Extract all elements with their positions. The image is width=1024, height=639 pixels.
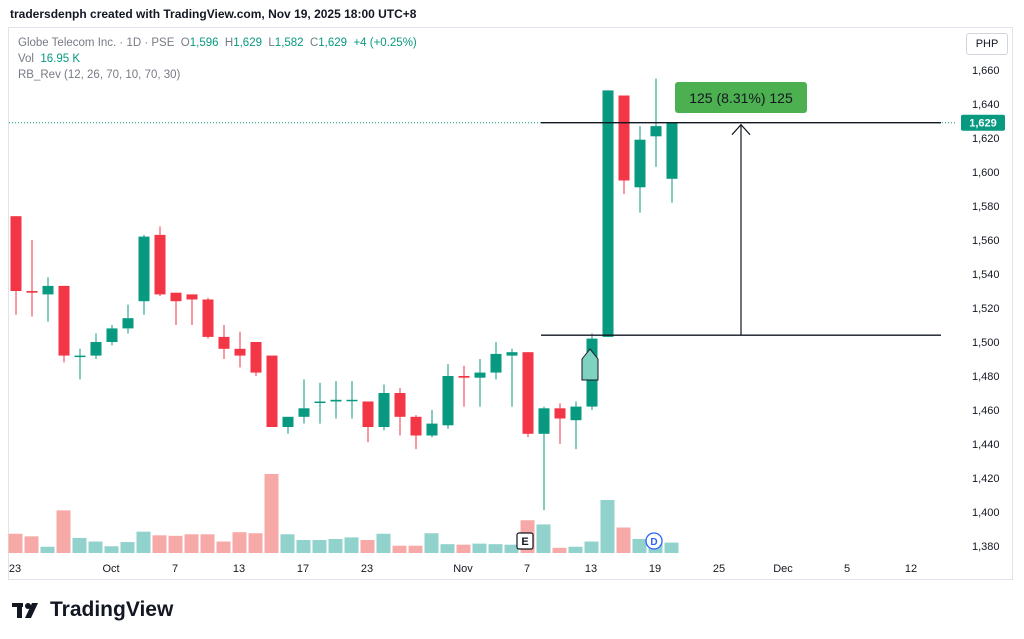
- indicator-line[interactable]: RB_Rev (12, 26, 70, 10, 70, 30): [18, 69, 181, 81]
- legend: Globe Telecom Inc. · 1D · PSE O1,596 H1,…: [18, 35, 417, 83]
- tradingview-logo[interactable]: TradingView: [12, 598, 173, 622]
- chart-credit: tradersdenph created with TradingView.co…: [10, 7, 417, 21]
- symbol-name[interactable]: Globe Telecom Inc. · 1D · PSE: [18, 37, 175, 49]
- tradingview-brand: TradingView: [50, 598, 174, 621]
- symbol-ohlc-line: Globe Telecom Inc. · 1D · PSE O1,596 H1,…: [18, 35, 417, 51]
- volume-value: 16.95 K: [40, 53, 81, 65]
- change-value: +4 (+0.25%): [353, 37, 417, 49]
- open-label: O: [180, 37, 190, 49]
- volume-label[interactable]: Vol: [18, 53, 34, 65]
- close-value: 1,629: [318, 37, 348, 49]
- open-value: 1,596: [189, 37, 219, 49]
- low-label: L: [268, 37, 275, 49]
- high-label: H: [224, 37, 234, 49]
- tradingview-logo-icon: [12, 603, 38, 618]
- high-value: 1,629: [233, 37, 262, 49]
- low-value: 1,582: [274, 37, 304, 49]
- close-label: C: [309, 37, 319, 49]
- chart-frame[interactable]: [8, 27, 1013, 580]
- volume-line: Vol 16.95 K: [18, 51, 417, 67]
- currency-button[interactable]: PHP: [966, 33, 1008, 55]
